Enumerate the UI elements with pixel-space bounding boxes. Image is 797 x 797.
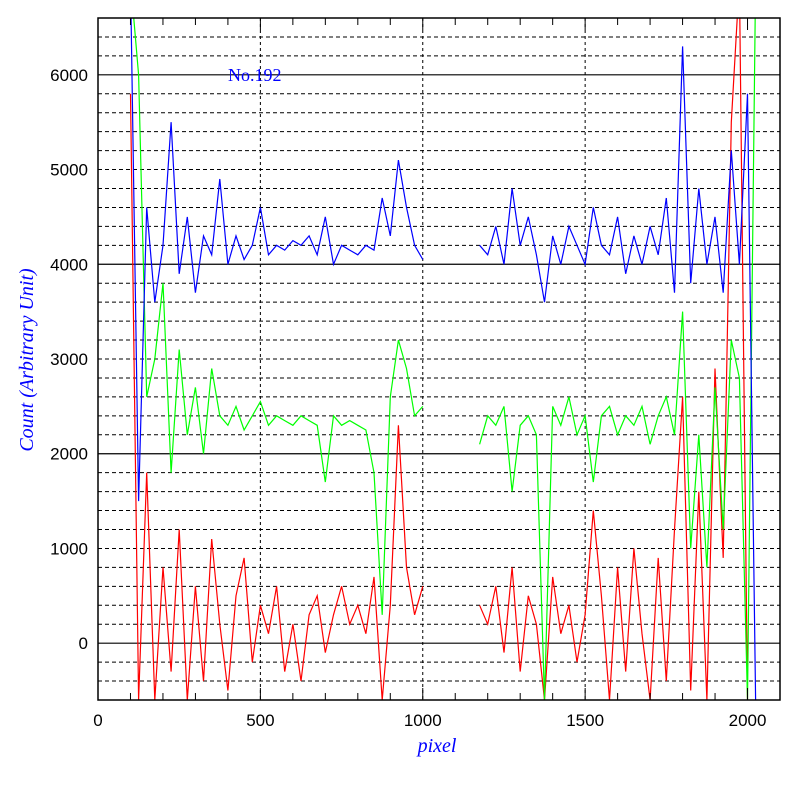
series-group <box>129 18 757 700</box>
y-tick-label: 5000 <box>50 161 88 180</box>
grid <box>98 18 780 700</box>
x-axis-label: pixel <box>416 735 457 757</box>
y-tick-label: 0 <box>79 634 88 653</box>
plot-frame <box>97 17 781 701</box>
y-tick-label: 2000 <box>50 445 88 464</box>
x-tick-label: 1000 <box>404 711 442 730</box>
y-axis-label: Count (Arbitrary Unit) <box>16 268 38 452</box>
axis-ticks: 0 500 1000 1500 2000 0 1000 2000 3000 4000 5000 600… <box>50 18 781 730</box>
x-tick-label: 0 <box>93 711 102 730</box>
series-line-green <box>133 18 756 700</box>
y-tick-label: 3000 <box>50 350 88 369</box>
y-tick-label: 4000 <box>50 255 88 274</box>
series-line-blue <box>130 18 757 700</box>
series-line-red <box>129 18 749 700</box>
y-tick-label: 1000 <box>50 539 88 558</box>
y-tick-label: 6000 <box>50 66 88 85</box>
annotation-label: No.192 <box>228 65 282 85</box>
x-tick-label: 1500 <box>566 711 604 730</box>
x-tick-label: 500 <box>246 711 274 730</box>
x-tick-label: 2000 <box>729 711 767 730</box>
